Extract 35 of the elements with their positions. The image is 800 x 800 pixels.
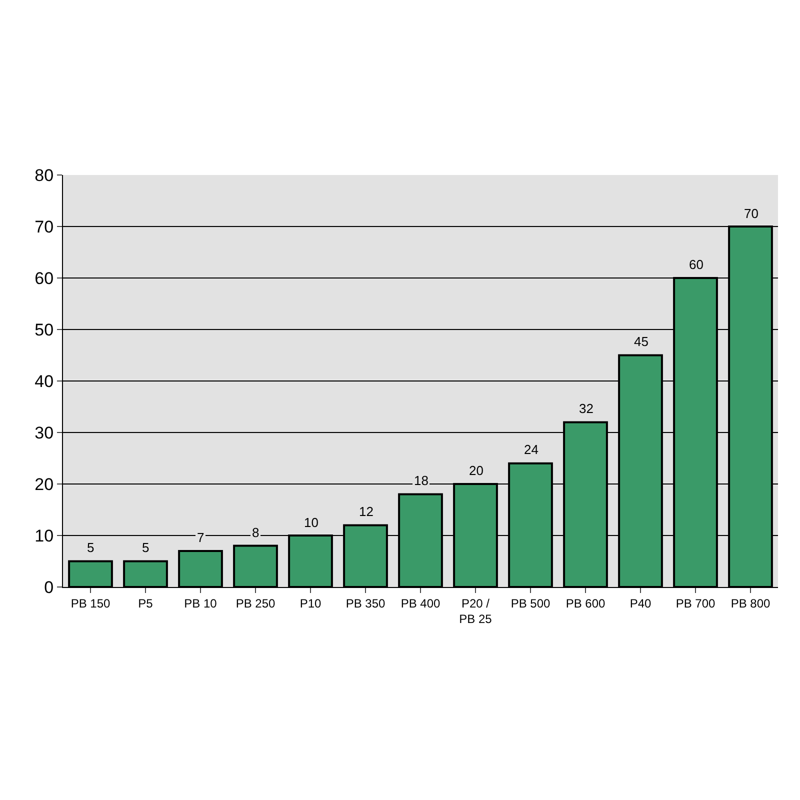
y-tick-label: 60 (34, 268, 54, 288)
y-tick-label: 30 (34, 423, 54, 442)
y-tick-label: 70 (34, 217, 54, 236)
x-tick-label: P5 (138, 596, 154, 610)
x-tick-label: PB 150 (70, 596, 110, 610)
y-tick-label: 0 (44, 578, 54, 597)
data-label: 32 (579, 401, 594, 416)
x-tick-label: P20 / PB 25 (459, 596, 492, 626)
data-label: 24 (524, 442, 538, 457)
data-label: 60 (689, 257, 704, 272)
x-tick-label: PB 800 (730, 596, 770, 610)
y-tick-label: 50 (34, 320, 54, 340)
data-label: 5 (142, 540, 150, 555)
x-tick-label: PB 350 (346, 596, 386, 610)
data-label: 7 (197, 530, 204, 545)
x-tick-label: PB 700 (676, 596, 716, 610)
x-tick-label: P40 (630, 596, 652, 610)
x-tick-label: PB 400 (400, 596, 440, 610)
data-label: 18 (414, 473, 428, 488)
y-tick-label: 40 (34, 372, 54, 391)
x-tick-label: PB 500 (510, 596, 550, 610)
x-tick-label: P10 (300, 596, 322, 610)
x-tick-label: PB 10 (184, 596, 218, 610)
data-label: 20 (469, 463, 484, 478)
data-label: 8 (252, 525, 260, 540)
data-label: 70 (744, 206, 758, 221)
data-label: 5 (87, 540, 94, 555)
y-tick-label: 10 (34, 526, 54, 546)
x-tick-label: PB 250 (236, 596, 276, 610)
data-label: 12 (359, 504, 374, 519)
data-label: 45 (634, 334, 648, 349)
y-tick-label: 80 (34, 166, 54, 185)
x-tick-label: PB 600 (566, 596, 606, 610)
data-label: 10 (304, 515, 318, 530)
y-tick-label: 20 (34, 474, 54, 494)
